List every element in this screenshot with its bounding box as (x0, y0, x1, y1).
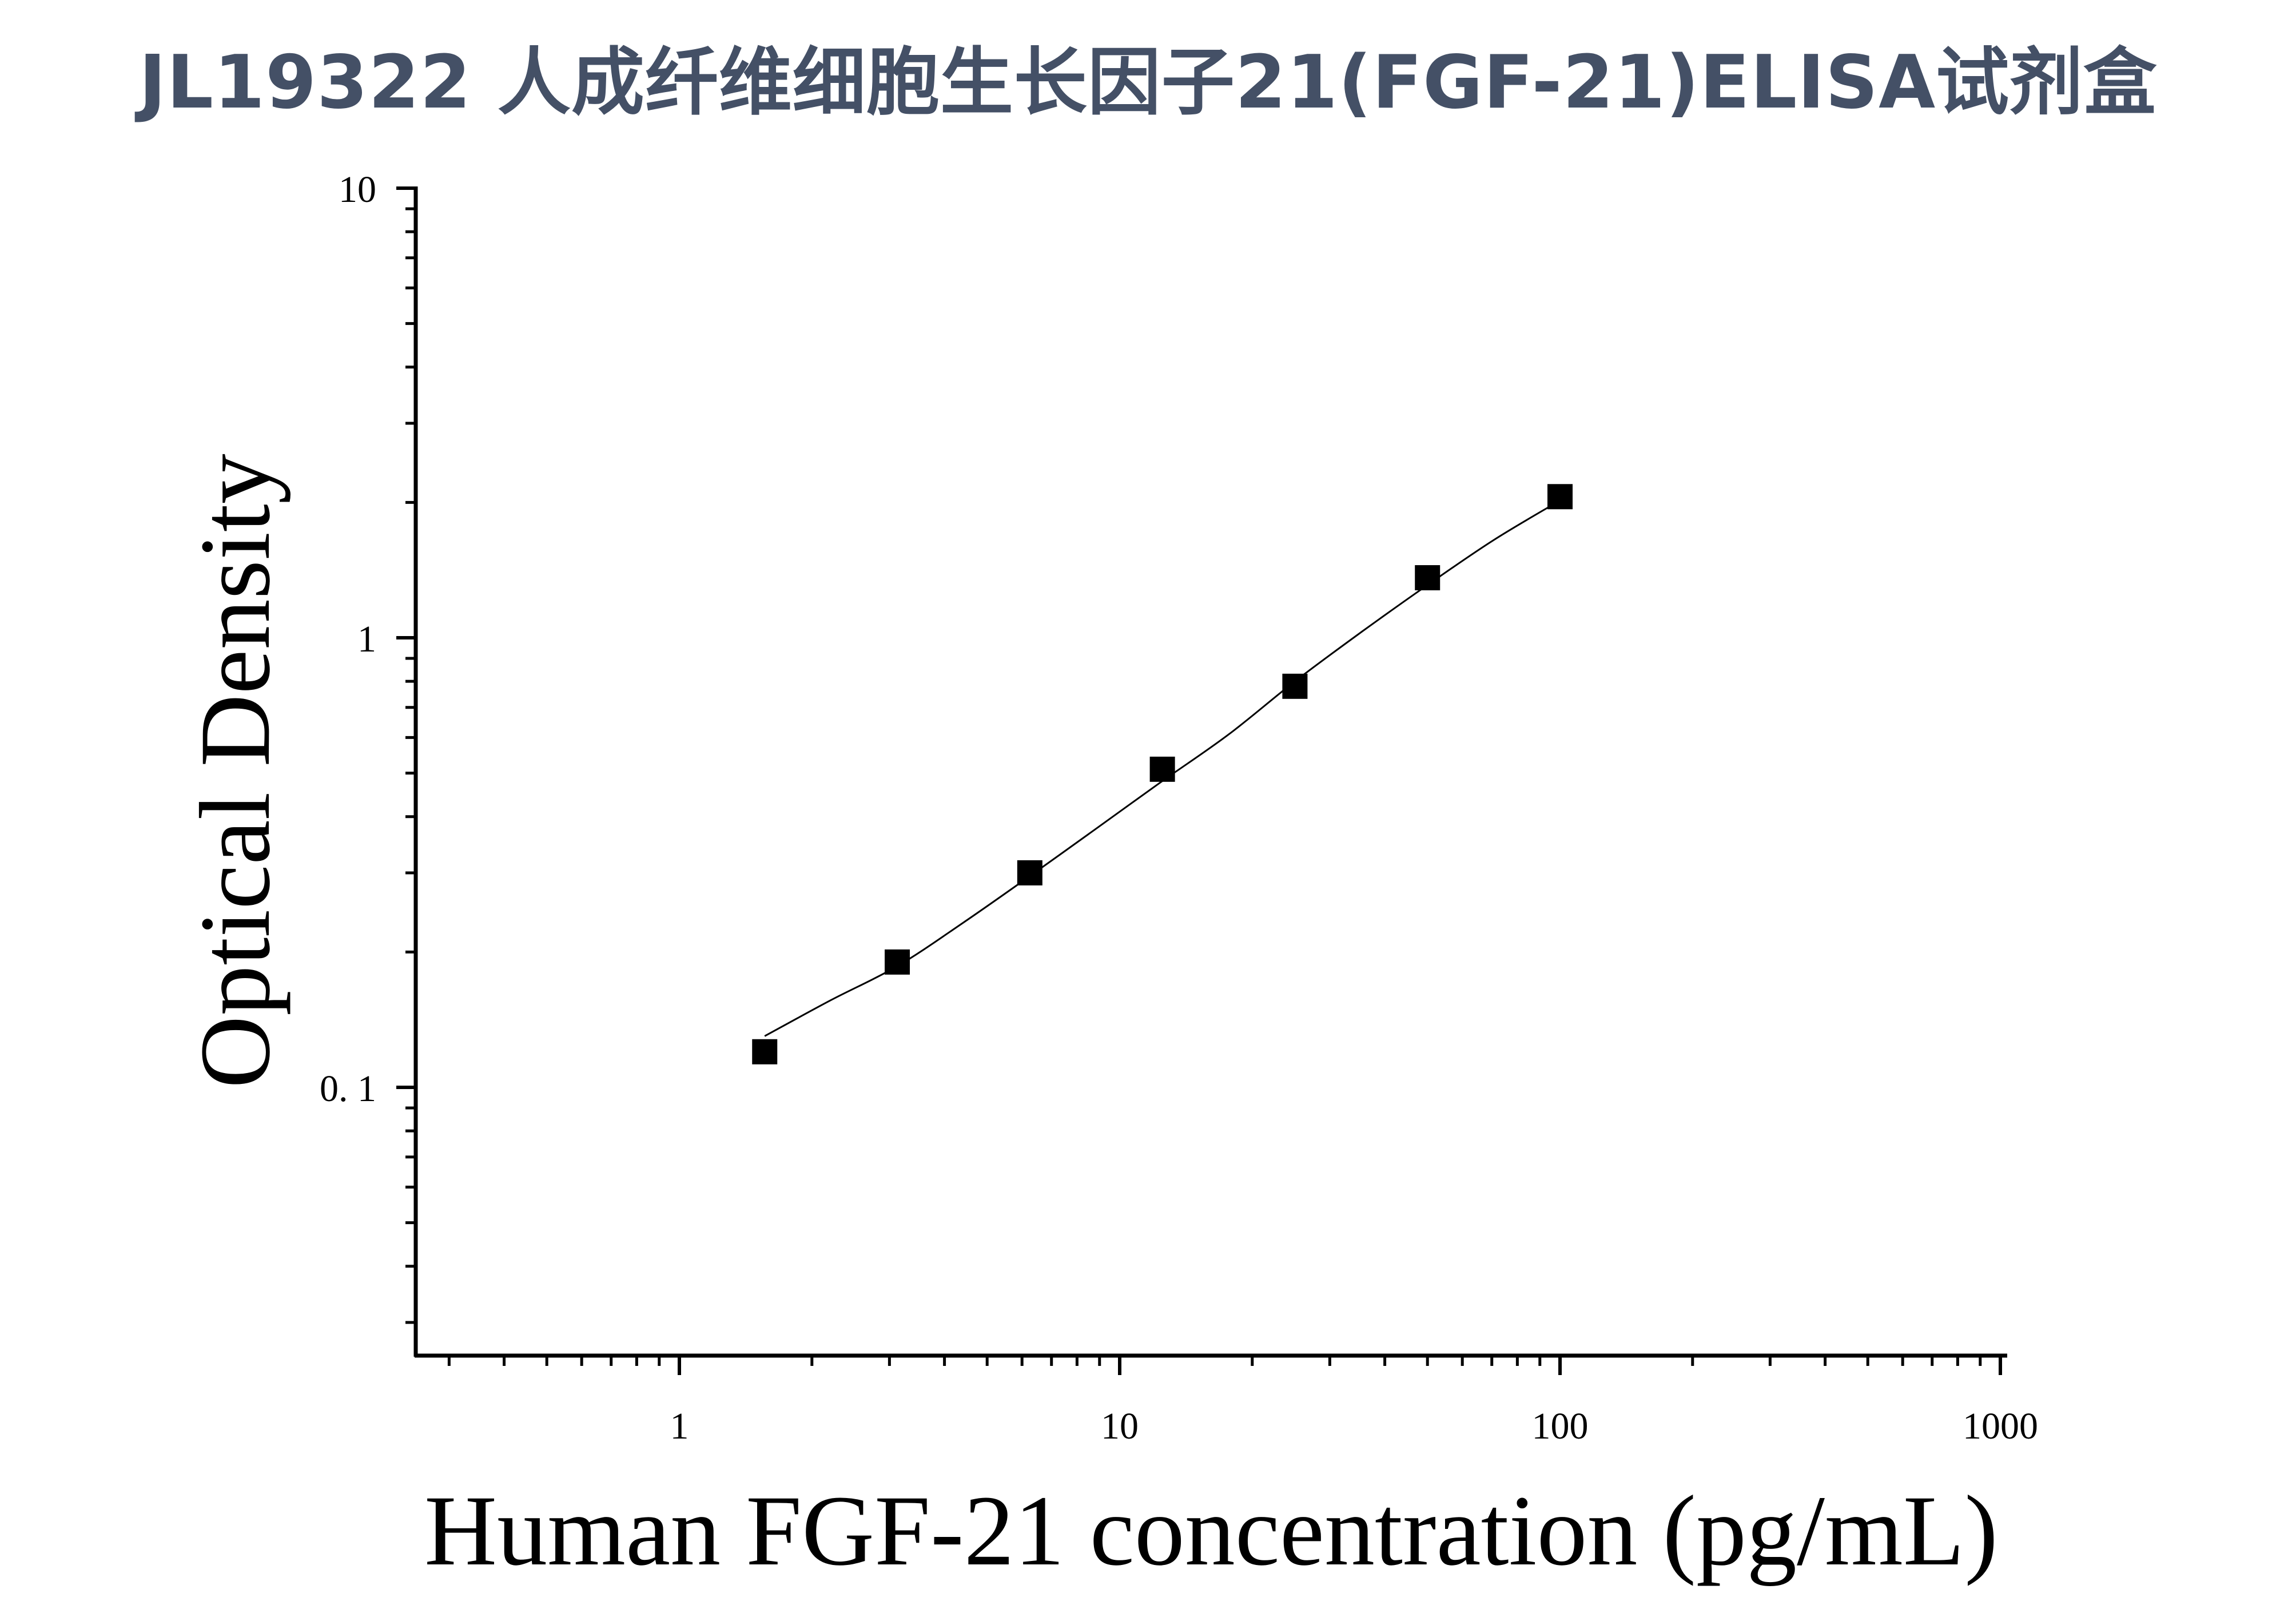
data-point-marker (1017, 860, 1042, 885)
data-point-marker (752, 1039, 778, 1064)
x-tick-label: 1 (670, 1405, 689, 1447)
axes (413, 186, 2007, 1358)
data-point-marker (1415, 565, 1441, 591)
data-point-marker (1547, 484, 1573, 510)
data-point-marker (885, 949, 910, 975)
y-axis-label: Optical Density (180, 454, 291, 1088)
y-tick-label: 10 (339, 169, 376, 210)
x-axis-tick-labels: 1 10 100 1000 (670, 1405, 2039, 1447)
y-axis-tick-labels: 0. 1 1 10 (320, 169, 376, 1110)
data-point-marker (1149, 756, 1175, 782)
data-points (752, 484, 1573, 1064)
x-axis-label: Human FGF-21 concentration (pg/mL) (424, 1475, 1998, 1587)
x-tick-label: 100 (1532, 1405, 1589, 1447)
x-tick-label: 10 (1101, 1405, 1139, 1447)
y-tick-label: 1 (357, 618, 376, 660)
x-axis-ticks (447, 1356, 2002, 1375)
page-title: JL19322 人成纤维细胞生长因子21(FGF-21)ELISA试剂盒 (138, 40, 2158, 125)
y-tick-label: 0. 1 (320, 1068, 376, 1110)
data-point-marker (1282, 673, 1308, 699)
x-tick-label: 1000 (1963, 1405, 2038, 1447)
y-axis-ticks (396, 186, 416, 1324)
